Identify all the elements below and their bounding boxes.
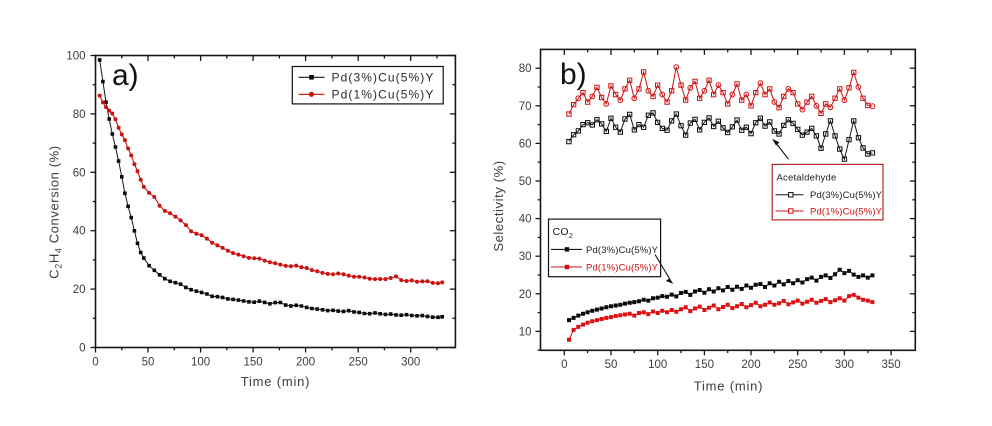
svg-text:250: 250: [349, 357, 368, 369]
svg-text:Pd(3%)Cu(5%)Y: Pd(3%)Cu(5%)Y: [586, 245, 659, 256]
svg-text:0: 0: [92, 357, 98, 369]
svg-text:Pd(1%)Cu(5%)Y: Pd(1%)Cu(5%)Y: [332, 87, 435, 101]
svg-text:Acetaldehyde: Acetaldehyde: [777, 173, 837, 184]
svg-text:20: 20: [73, 284, 86, 296]
svg-text:Time (min): Time (min): [241, 374, 311, 389]
svg-text:150: 150: [695, 359, 714, 371]
svg-text:200: 200: [296, 357, 315, 369]
svg-text:40: 40: [519, 214, 532, 226]
svg-text:30: 30: [519, 251, 532, 263]
svg-text:200: 200: [741, 359, 760, 371]
svg-text:Time (min): Time (min): [694, 379, 764, 394]
svg-text:C2H4 Conversion (%): C2H4 Conversion (%): [47, 145, 64, 278]
svg-text:100: 100: [191, 357, 210, 369]
svg-text:10: 10: [519, 326, 532, 338]
svg-text:300: 300: [835, 359, 854, 371]
svg-text:150: 150: [244, 357, 263, 369]
svg-text:Selectivity (%): Selectivity (%): [491, 160, 506, 251]
svg-text:40: 40: [73, 226, 86, 238]
svg-text:70: 70: [519, 101, 532, 113]
svg-text:20: 20: [519, 289, 532, 301]
svg-text:Pd(3%)Cu(5%)Y: Pd(3%)Cu(5%)Y: [332, 70, 435, 84]
svg-text:0: 0: [561, 359, 567, 371]
svg-text:100: 100: [66, 51, 85, 63]
svg-text:60: 60: [519, 138, 532, 150]
svg-text:50: 50: [142, 357, 155, 369]
svg-text:80: 80: [73, 109, 86, 121]
svg-text:CO2: CO2: [553, 226, 574, 240]
svg-text:b): b): [560, 58, 587, 91]
svg-text:100: 100: [648, 359, 667, 371]
svg-text:Pd(1%)Cu(5%)Y: Pd(1%)Cu(5%)Y: [586, 263, 659, 274]
svg-text:50: 50: [605, 359, 618, 371]
svg-text:a): a): [112, 59, 139, 92]
svg-text:Pd(3%)Cu(5%)Y: Pd(3%)Cu(5%)Y: [810, 190, 883, 201]
svg-text:Pd(1%)Cu(5%)Y: Pd(1%)Cu(5%)Y: [810, 206, 883, 217]
svg-text:80: 80: [519, 63, 532, 75]
svg-text:350: 350: [882, 359, 901, 371]
svg-text:0: 0: [79, 343, 85, 355]
svg-text:60: 60: [73, 167, 86, 179]
svg-text:250: 250: [788, 359, 807, 371]
svg-text:300: 300: [401, 357, 420, 369]
svg-text:50: 50: [519, 176, 532, 188]
